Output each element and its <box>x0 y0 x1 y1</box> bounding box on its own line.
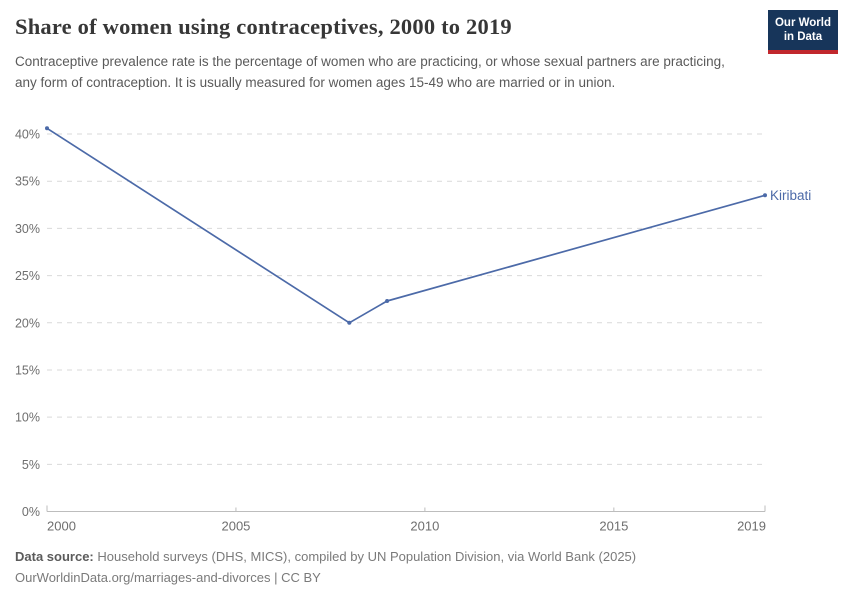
owid-logo-line2: in Data <box>783 31 823 44</box>
series-end-label[interactable]: Kiribati <box>770 188 811 203</box>
data-point-marker[interactable] <box>763 193 767 198</box>
owid-logo[interactable]: Our World in Data <box>767 10 838 54</box>
y-tick-label: 0% <box>22 505 40 519</box>
y-tick-label: 40% <box>15 128 40 142</box>
y-tick-label: 10% <box>15 411 40 425</box>
x-tick-label: 2005 <box>221 519 250 534</box>
chart-subtitle: Contraceptive prevalence rate is the per… <box>15 54 725 90</box>
page-title: Share of women using contraceptives, 200… <box>15 14 512 39</box>
y-tick-label: 15% <box>15 363 40 377</box>
kiribati-trend-line[interactable] <box>46 127 766 324</box>
x-tick-label: 2015 <box>599 519 628 534</box>
x-tick-label: 2000 <box>47 519 76 534</box>
data-source-line: Data source: Household surveys (DHS, MIC… <box>15 546 815 567</box>
x-tick-label: 2010 <box>410 519 439 534</box>
data-point-marker[interactable] <box>347 320 352 325</box>
data-source-label: Data source: <box>15 549 94 564</box>
chart-footer: Data source: Household surveys (DHS, MIC… <box>15 546 815 588</box>
data-source-text: Household surveys (DHS, MICS), compiled … <box>93 549 637 564</box>
owid-logo-line1: Our World <box>774 17 831 29</box>
license-line[interactable]: OurWorldinData.org/marriages-and-divorce… <box>15 570 321 585</box>
y-tick-label: 20% <box>15 316 40 330</box>
y-tick-label: 25% <box>15 269 40 283</box>
y-tick-label: 35% <box>15 175 40 189</box>
data-point-marker[interactable] <box>45 126 49 131</box>
y-tick-label: 5% <box>22 458 40 472</box>
x-tick-label: 2019 <box>737 519 766 534</box>
y-tick-label: 30% <box>15 222 40 236</box>
data-point-marker[interactable] <box>385 299 390 303</box>
